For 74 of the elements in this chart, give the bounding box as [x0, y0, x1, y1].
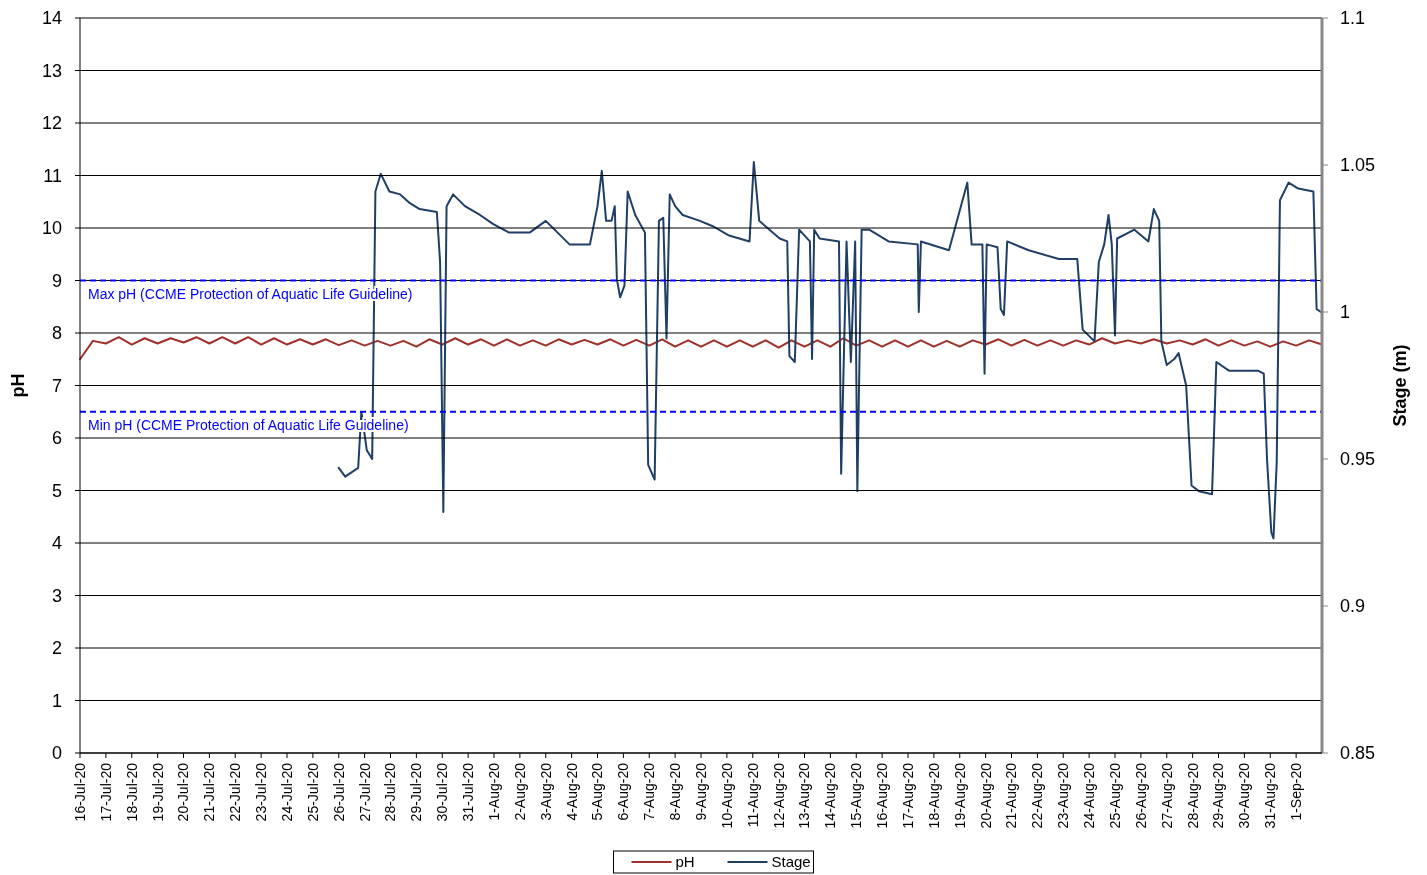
y2-tick-label: 0.9 [1340, 596, 1366, 617]
x-tick-label: 8-Aug-20 [667, 762, 684, 821]
y2-tick-label: 0.95 [1340, 449, 1376, 470]
x-tick-label: 18-Aug-20 [925, 762, 942, 829]
y2-tick-label: 1 [1340, 302, 1351, 323]
y-tick-label: 0 [51, 743, 62, 764]
y-tick-label: 14 [41, 8, 62, 29]
y-tick-label: 11 [43, 165, 62, 186]
x-tick-label: 26-Jul-20 [330, 762, 347, 822]
x-tick-label: 28-Aug-20 [1184, 762, 1201, 829]
x-tick-label: 31-Aug-20 [1262, 762, 1279, 829]
y2-tick-label: 1.05 [1340, 155, 1376, 176]
y-tick-label: 2 [51, 638, 62, 659]
line-series [79, 336, 1323, 361]
x-tick-label: 25-Aug-20 [1106, 762, 1123, 829]
x-tick-label: 27-Jul-20 [356, 762, 373, 822]
x-tick-label: 1-Sep-20 [1288, 762, 1305, 821]
x-tick-label: 16-Aug-20 [874, 762, 891, 829]
legend-label: pH [675, 853, 695, 871]
x-tick-label: 13-Aug-20 [796, 762, 813, 829]
y-tick-label: 7 [51, 375, 62, 396]
x-tick-label: 12-Aug-20 [770, 762, 787, 829]
x-tick-label: 28-Jul-20 [382, 762, 399, 822]
y-tick-label: 10 [41, 218, 62, 239]
y-tick-label: 6 [51, 428, 62, 449]
y-tick-label: 13 [41, 60, 62, 81]
y2-tick-label: 1.1 [1340, 8, 1366, 29]
x-tick-label: 2-Aug-20 [511, 762, 528, 821]
x-tick-label: 14-Aug-20 [822, 762, 839, 829]
y2-axis-title: Stage (m) [1390, 344, 1410, 427]
y-tick-label: 1 [51, 690, 62, 711]
y-tick-label: 12 [41, 113, 62, 134]
x-tick-label: 17-Aug-20 [899, 762, 916, 829]
x-tick-label: 5-Aug-20 [589, 762, 606, 821]
x-tick-label: 18-Jul-20 [123, 762, 140, 822]
x-tick-label: 21-Aug-20 [1003, 762, 1020, 829]
y-tick-label: 9 [51, 270, 62, 291]
x-tick-label: 20-Aug-20 [977, 762, 994, 829]
y-axis-title: pH [8, 373, 28, 398]
x-tick-label: 29-Jul-20 [408, 762, 425, 822]
x-tick-label: 11-Aug-20 [744, 762, 761, 828]
x-tick-label: 16-Jul-20 [71, 762, 88, 822]
y2-tick-label: 0.85 [1340, 743, 1376, 764]
x-tick-label: 24-Aug-20 [1081, 762, 1098, 829]
y-tick-label: 5 [51, 480, 62, 501]
x-tick-label: 30-Aug-20 [1236, 762, 1253, 829]
x-tick-label: 10-Aug-20 [718, 762, 735, 829]
x-tick-label: 27-Aug-20 [1158, 762, 1175, 829]
y-tick-label: 3 [51, 585, 62, 606]
x-tick-label: 9-Aug-20 [692, 762, 709, 821]
x-tick-label: 19-Aug-20 [951, 762, 968, 829]
x-tick-label: 29-Aug-20 [1210, 762, 1227, 829]
y-tick-label: 8 [51, 323, 62, 344]
x-tick-label: 21-Jul-20 [201, 762, 218, 822]
x-tick-label: 1-Aug-20 [485, 762, 502, 821]
x-tick-label: 20-Jul-20 [175, 762, 192, 822]
x-tick-label: 24-Jul-20 [278, 762, 295, 822]
x-tick-label: 23-Aug-20 [1055, 762, 1072, 829]
legend-label: Stage [771, 853, 811, 871]
y-tick-label: 4 [51, 533, 62, 554]
x-tick-label: 30-Jul-20 [434, 762, 451, 822]
x-tick-label: 15-Aug-20 [848, 762, 865, 829]
x-tick-label: 17-Jul-20 [97, 762, 114, 822]
x-tick-label: 25-Jul-20 [304, 762, 321, 822]
x-tick-label: 22-Aug-20 [1029, 762, 1046, 829]
x-tick-label: 4-Aug-20 [563, 762, 580, 821]
x-tick-label: 31-Jul-20 [460, 762, 477, 822]
x-tick-label: 19-Jul-20 [149, 762, 166, 822]
x-tick-label: 3-Aug-20 [537, 762, 554, 821]
x-tick-label: 6-Aug-20 [615, 762, 632, 821]
x-tick-label: 22-Jul-20 [227, 762, 244, 822]
x-tick-label: 23-Jul-20 [253, 762, 270, 822]
x-tick-label: 26-Aug-20 [1132, 762, 1149, 829]
x-tick-label: 7-Aug-20 [641, 762, 658, 821]
